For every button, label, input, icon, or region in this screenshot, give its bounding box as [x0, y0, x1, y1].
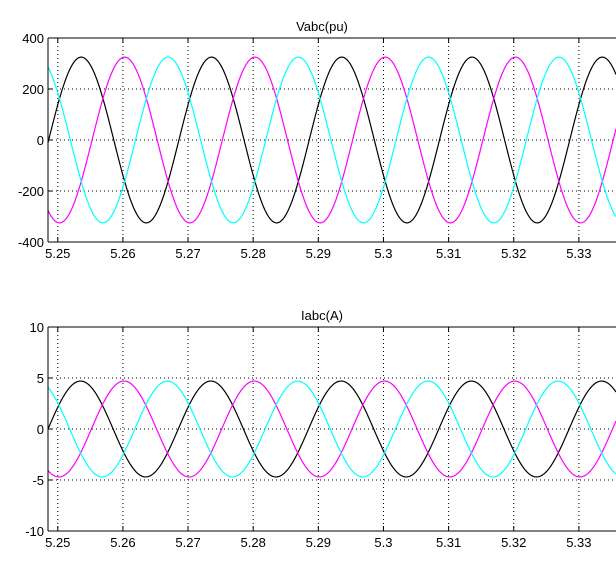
current-chart: Iabc(A) 5.25 5.26 5.27 5.28 5.29 5.3 5.31 5.32 5.…: [25, 308, 616, 550]
voltage-y-tick-label: 0: [37, 133, 44, 148]
current-y-tick-label: -10: [25, 524, 44, 539]
current-x-tick-label: 5.26: [110, 535, 135, 550]
voltage-x-tick-label: 5.26: [110, 246, 135, 261]
voltage-x-tick-label: 5.25: [45, 246, 70, 261]
current-x-tick-label: 5.33: [566, 535, 591, 550]
voltage-chart: Vabc(pu) 5.25 5.26 5.27 5.28 5.29 5.3 5.31 5.32 5…: [18, 19, 616, 261]
current-x-tick-label: 5.27: [175, 535, 200, 550]
current-y-tick-label: 0: [37, 422, 44, 437]
current-x-tick-label: 5.3: [374, 535, 392, 550]
voltage-x-tick-label: 5.28: [241, 246, 266, 261]
current-x-tick-label: 5.29: [306, 535, 331, 550]
current-y-tick-label: 10: [30, 320, 44, 335]
voltage-series-2: [47, 56, 616, 224]
current-y-tick-label: -5: [32, 473, 44, 488]
voltage-x-tick-label: 5.32: [501, 246, 526, 261]
current-y-tick-label: 5: [37, 371, 44, 386]
current-x-tick-label: 5.28: [241, 535, 266, 550]
voltage-x-tick-label: 5.31: [436, 246, 461, 261]
voltage-y-tick-label: -200: [18, 184, 44, 199]
voltage-x-tick-label: 5.3: [374, 246, 392, 261]
current-chart-title: Iabc(A): [301, 308, 343, 323]
current-series-0: [47, 380, 616, 478]
current-series-1: [47, 380, 616, 478]
current-x-tick-label: 5.31: [436, 535, 461, 550]
voltage-chart-title: Vabc(pu): [296, 19, 348, 34]
voltage-series-1: [47, 56, 616, 224]
voltage-series-0: [47, 56, 616, 224]
voltage-y-tick-label: -400: [18, 235, 44, 250]
current-series-2: [47, 380, 616, 478]
voltage-x-tick-label: 5.27: [175, 246, 200, 261]
voltage-y-tick-label: 400: [22, 31, 44, 46]
voltage-x-tick-label: 5.29: [306, 246, 331, 261]
current-x-tick-label: 5.32: [501, 535, 526, 550]
current-x-tick-label: 5.25: [45, 535, 70, 550]
voltage-y-tick-label: 200: [22, 82, 44, 97]
voltage-x-tick-label: 5.33: [566, 246, 591, 261]
